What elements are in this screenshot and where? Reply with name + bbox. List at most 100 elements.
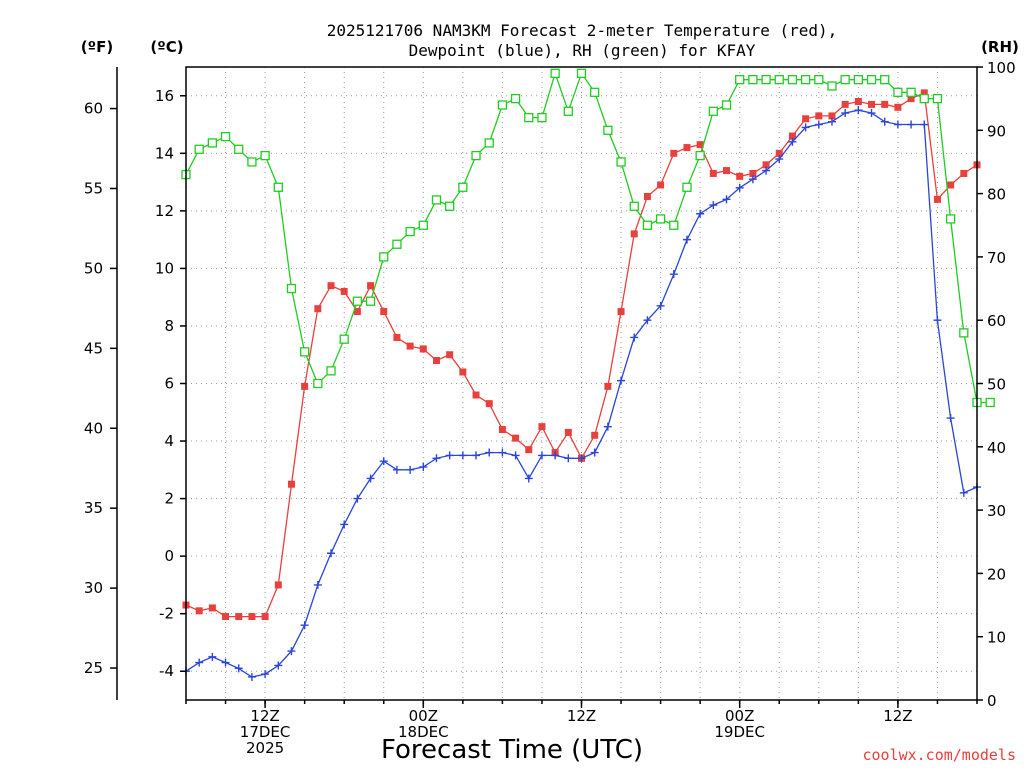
rh-point	[431, 195, 442, 205]
dewpoint-point	[300, 621, 309, 630]
rh-point	[273, 182, 283, 192]
celsius-tick-label: -4	[159, 662, 174, 680]
rh-point	[682, 182, 692, 192]
chart-title-line-1: 2025121706 NAM3KM Forecast 2-meter Tempe…	[327, 21, 838, 40]
dewpoint-point	[234, 664, 243, 673]
dewpoint-point	[709, 201, 718, 210]
rh-point	[642, 220, 653, 230]
rh-point	[800, 75, 811, 85]
temperature-point	[564, 428, 572, 436]
rh-tick-label: 0	[987, 692, 997, 710]
temperature-point	[393, 333, 401, 341]
chart-title-line-2: Dewpoint (blue), RH (green) for KFAY	[409, 41, 756, 60]
dewpoint-point	[827, 117, 836, 126]
temperature-point	[762, 161, 770, 169]
temperature-point	[512, 434, 520, 442]
temperature-point	[446, 351, 454, 359]
temperature-point	[327, 282, 335, 290]
rh-series	[181, 68, 995, 408]
rh-tick-label: 40	[987, 439, 1006, 457]
rh-point	[616, 157, 626, 167]
rh-point	[286, 283, 297, 294]
rh-point	[458, 182, 468, 192]
rh-point	[510, 94, 521, 104]
temperature-point	[907, 95, 915, 103]
dewpoint-point	[366, 474, 375, 483]
dewpoint-point	[735, 183, 744, 192]
rh-tick-label: 60	[987, 312, 1006, 330]
temperature-point	[261, 613, 269, 621]
rh-point	[603, 125, 613, 135]
dewpoint-point	[274, 661, 283, 670]
dewpoint-point	[682, 235, 691, 244]
fahrenheit-tick-label: 30	[84, 579, 103, 597]
temperature-point	[709, 169, 717, 177]
dewpoint-point	[801, 123, 810, 132]
dewpoint-point	[564, 454, 573, 463]
temperature-point	[894, 103, 902, 111]
celsius-tick-label: 10	[155, 259, 174, 277]
rh-point	[471, 150, 481, 161]
temperature-point	[195, 607, 203, 615]
rh-point	[880, 75, 890, 85]
rh-point	[194, 144, 204, 154]
fahrenheit-tick-label: 40	[84, 419, 103, 437]
x-tick-label: 12Z	[250, 707, 279, 725]
fahrenheit-tick-label: 50	[84, 259, 103, 277]
grid-lines	[186, 67, 977, 700]
rh-point	[207, 138, 218, 148]
temperature-point	[235, 613, 243, 621]
dewpoint-point	[946, 414, 955, 423]
temperature-point	[933, 195, 941, 203]
rh-point	[365, 296, 376, 306]
rh-point	[313, 378, 323, 389]
dewpoint-point	[775, 155, 784, 164]
celsius-tick-label: 12	[155, 202, 174, 220]
celsius-tick-label: 16	[155, 87, 174, 105]
x-axis-label: Forecast Time (UTC)	[381, 735, 643, 765]
fahrenheit-tick-label: 45	[84, 339, 103, 357]
x-tick-label: 19DEC	[714, 723, 765, 741]
temperature-point	[788, 132, 796, 140]
x-tick-label: 12Z	[567, 707, 596, 725]
rh-point	[550, 68, 560, 78]
rh-point	[234, 144, 244, 154]
rh-tick-label: 30	[987, 502, 1006, 520]
celsius-tick-label: 2	[164, 490, 174, 508]
temperature-point	[419, 345, 427, 353]
temperature-point	[248, 613, 256, 621]
rh-point	[524, 112, 534, 123]
rh-point	[695, 150, 705, 161]
rh-point	[352, 296, 363, 306]
fahrenheit-tick-label: 55	[84, 179, 103, 197]
temperature-point	[841, 100, 849, 108]
temperature-point	[947, 181, 955, 189]
temperature-point	[314, 305, 322, 313]
rh-point	[669, 220, 679, 230]
temperature-point	[736, 172, 744, 180]
celsius-tick-label: 4	[164, 432, 174, 450]
rh-point	[392, 239, 402, 249]
dewpoint-point	[920, 120, 929, 129]
celsius-tick-label: 0	[164, 547, 174, 565]
x-tick-label: 17DEC	[240, 723, 291, 741]
rh-point	[418, 220, 428, 230]
dewpoint-point	[419, 462, 428, 471]
fahrenheit-unit-label: (ºF)	[81, 38, 113, 56]
rh-point	[563, 106, 573, 116]
rh-point	[853, 75, 863, 85]
dewpoint-point	[379, 457, 388, 466]
temperature-point	[683, 144, 691, 152]
temperature-point	[960, 169, 968, 177]
rh-point	[827, 81, 837, 91]
temperature-point	[815, 112, 823, 120]
temperature-point	[802, 115, 810, 123]
fahrenheit-tick-label: 60	[84, 100, 103, 118]
dewpoint-point	[537, 451, 546, 460]
dewpoint-point	[551, 451, 560, 460]
dewpoint-point	[577, 454, 586, 463]
temperature-point	[630, 230, 638, 238]
temperature-point	[828, 112, 836, 120]
dewpoint-point	[893, 120, 902, 129]
rh-point	[537, 112, 547, 123]
